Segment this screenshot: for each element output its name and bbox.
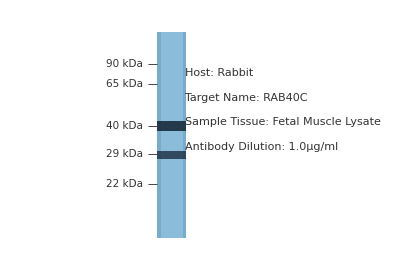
Bar (157, 151, 186, 159)
Text: Target Name: RAB40C: Target Name: RAB40C (185, 93, 307, 103)
Text: Antibody Dilution: 1.0µg/ml: Antibody Dilution: 1.0µg/ml (185, 142, 338, 152)
Bar (157, 32, 186, 238)
Text: 90 kDa: 90 kDa (106, 59, 143, 69)
Text: 40 kDa: 40 kDa (106, 121, 143, 131)
Text: 29 kDa: 29 kDa (106, 149, 143, 159)
Text: Sample Tissue: Fetal Muscle Lysate: Sample Tissue: Fetal Muscle Lysate (185, 117, 381, 128)
Text: Host: Rabbit: Host: Rabbit (185, 68, 253, 78)
Bar (157, 32, 161, 238)
Text: 22 kDa: 22 kDa (106, 179, 143, 189)
Bar (182, 32, 186, 238)
Bar (157, 121, 186, 131)
Text: 65 kDa: 65 kDa (106, 80, 143, 89)
